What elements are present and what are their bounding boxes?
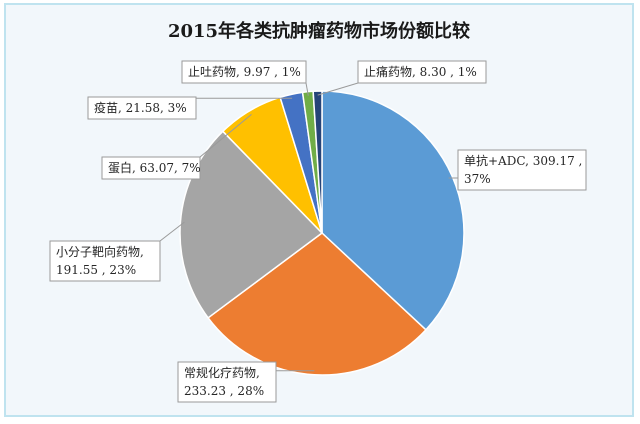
chart-frame: 2015年各类抗肿瘤药物市场份额比较 单抗+ADC, 309.17 , 37% 常规… (4, 3, 634, 417)
pie-slice-3 (179, 130, 324, 319)
callout-3: 小分子靶向药物, 191.55 , 23% (49, 221, 185, 282)
callout-7: 止痛药物, 8.30 , 1% (317, 60, 487, 96)
callout-4: 蛋白, 63.07, 7% (101, 114, 252, 180)
pie-slice-1 (321, 90, 465, 331)
callout-box (357, 60, 487, 84)
callout-box (177, 361, 277, 403)
pie-slice-7 (312, 90, 323, 234)
leader-line (305, 82, 309, 96)
data-label: 止吐药物, 9.97 , 1% (188, 65, 301, 79)
callout-box (457, 149, 587, 191)
callout-5: 疫苗, 21.58, 3% (87, 96, 293, 120)
data-label: 小分子靶向药物, (56, 244, 144, 259)
data-label: 止痛药物, 8.30 , 1% (364, 64, 477, 79)
pie-chart: 2015年各类抗肿瘤药物市场份额比较 单抗+ADC, 309.17 , 37% 常规… (49, 20, 587, 403)
slice-callouts: 单抗+ADC, 309.17 , 37% 常规化疗药物, 233.23 , 28% 小分… (49, 60, 587, 403)
pie-slice-2 (207, 232, 427, 376)
data-label: 蛋白, 63.07, 7% (108, 160, 201, 175)
chart-title: 2015年各类抗肿瘤药物市场份额比较 (168, 20, 470, 42)
data-label-line2: 191.55 , 23% (56, 263, 136, 277)
leader-line (199, 114, 252, 158)
callout-2: 常规化疗药物, 233.23 , 28% (177, 361, 315, 403)
callout-1: 单抗+ADC, 309.17 , 37% (448, 149, 587, 191)
data-label: 单抗+ADC, 309.17 , (464, 153, 582, 168)
callout-box (181, 60, 307, 84)
callout-box (101, 156, 201, 180)
callout-6: 止吐药物, 9.97 , 1% (181, 60, 309, 96)
leader-line (159, 221, 185, 242)
data-label: 常规化疗药物, (184, 365, 260, 380)
callout-box (87, 96, 197, 120)
callout-box (49, 240, 161, 282)
data-label-line2: 37% (464, 172, 491, 186)
data-label: 疫苗, 21.58, 3% (94, 100, 187, 115)
data-label-line2: 233.23 , 28% (184, 384, 264, 398)
pie-slices (179, 90, 465, 376)
leader-line (317, 82, 359, 96)
